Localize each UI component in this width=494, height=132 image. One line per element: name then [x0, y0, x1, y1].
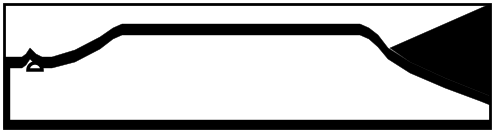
Polygon shape: [390, 4, 490, 96]
Polygon shape: [4, 120, 490, 128]
Polygon shape: [4, 24, 490, 105]
Polygon shape: [28, 63, 42, 70]
Polygon shape: [4, 68, 10, 128]
